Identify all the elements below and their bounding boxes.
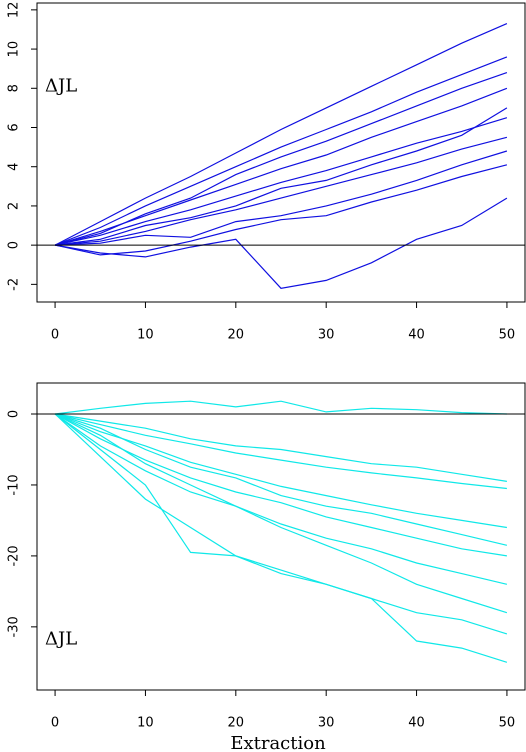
x-tick-label: 0: [51, 328, 59, 343]
y-tick-label: 10: [7, 41, 22, 58]
series-line: [54, 23, 508, 246]
x-tick-label: 50: [499, 716, 516, 731]
series-line: [54, 413, 507, 557]
y-tick-label: 2: [7, 202, 22, 210]
series-line: [54, 413, 508, 546]
lines: [54, 400, 508, 663]
annotation: ΔJL: [45, 76, 77, 97]
x-tick-label: 10: [137, 716, 154, 731]
series-line: [54, 413, 508, 663]
series-line: [55, 400, 507, 415]
series-line: [54, 164, 508, 256]
x-tick-label: 20: [228, 716, 245, 731]
panel: 0 10 20 30 40 50 -30 -20 -10 0 ΔJL Extraction: [7, 382, 526, 752]
y-tick-label: -20: [7, 545, 22, 566]
y-tick-label: 12: [7, 2, 22, 19]
plot-box: [36, 2, 526, 303]
x-tick-label: 30: [318, 716, 335, 731]
x-tick-label: 10: [137, 328, 154, 343]
y-tick-label: 4: [7, 163, 22, 171]
x-tick-label: 40: [408, 716, 425, 731]
series-line: [54, 117, 508, 246]
series-line: [54, 413, 508, 635]
plot-box: [36, 382, 526, 691]
series-line: [54, 413, 507, 529]
y-tick-label: 6: [7, 123, 22, 131]
annotation: ΔJL: [45, 628, 77, 649]
series-line: [55, 150, 508, 246]
x-tick-label: 20: [228, 328, 245, 343]
series-line: [54, 56, 508, 246]
y-tick-label: 0: [7, 410, 22, 418]
series-line: [54, 197, 508, 289]
x-tick-label: 40: [408, 328, 425, 343]
series-line: [54, 413, 508, 614]
y-tick-label: -2: [7, 278, 22, 291]
series-line: [54, 413, 508, 585]
x-axis-label: Extraction: [230, 733, 326, 752]
series-line: [54, 87, 508, 246]
series-line: [55, 136, 508, 246]
panel: 0 10 20 30 40 50 -2 0 2 4 6 8 10 12 ΔJL: [7, 2, 526, 343]
series-line: [54, 413, 507, 490]
x-tick-label: 50: [499, 328, 516, 343]
series-line: [54, 72, 508, 246]
x-tick-label: 30: [318, 328, 335, 343]
series-line: [55, 107, 508, 246]
y-tick-label: -10: [7, 474, 22, 495]
y-tick-label: 0: [7, 241, 22, 249]
lines: [54, 23, 508, 289]
x-tick-label: 0: [51, 716, 59, 731]
y-tick-label: -30: [7, 616, 22, 637]
series-line: [55, 413, 507, 482]
y-tick-label: 8: [7, 84, 22, 92]
